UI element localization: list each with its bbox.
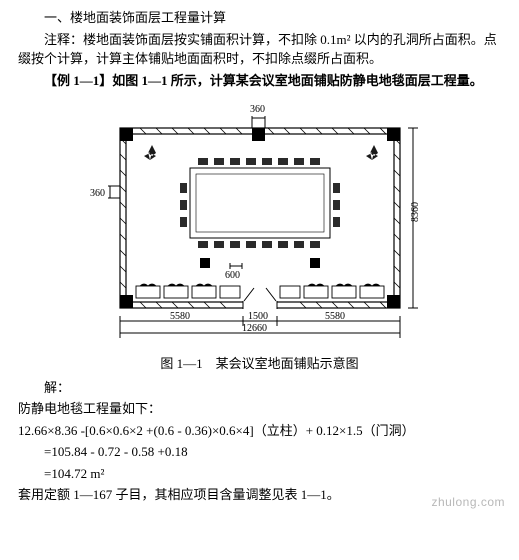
dim-600: 600 — [225, 270, 240, 281]
dim-8360: 8360 — [410, 202, 421, 222]
dim-360-top: 360 — [250, 104, 265, 115]
heading-section: 一、楼地面装饰面层工程量计算 — [18, 8, 501, 28]
calc-line-2: 12.66×8.36 -[0.6×0.6×2 +(0.6 - 0.36)×0.6… — [18, 421, 501, 441]
watermark-text: zhulong.com — [431, 495, 505, 509]
dim-12660: 12660 — [242, 323, 267, 334]
figure-caption: 图 1—1 某会议室地面铺贴示意图 — [80, 354, 440, 374]
calc-line-5: 套用定额 1—167 子目，其相应项目含量调整见表 1—1。 — [18, 485, 501, 505]
floor-plan-svg: 600 360 360 — [80, 98, 440, 348]
calc-line-3: =105.84 - 0.72 - 0.58 +0.18 — [18, 442, 501, 462]
calc-line-1: 防静电地毯工程量如下： — [18, 399, 501, 419]
dim-360-left: 360 — [90, 188, 105, 199]
dim-5580a: 5580 — [170, 311, 190, 322]
dim-1500: 1500 — [248, 311, 268, 322]
example-title: 【例 1—1】如图 1—1 所示，计算某会议室地面铺贴防静电地毯面层工程量。 — [18, 71, 501, 91]
note-text: 注释：楼地面装饰面层按实铺面积计算，不扣除 0.1m² 以内的孔洞所占面积。点缀… — [18, 30, 501, 69]
plant-icon — [144, 145, 378, 160]
dim-5580b: 5580 — [325, 311, 345, 322]
calc-line-4: =104.72 m² — [18, 464, 501, 484]
solve-label: 解： — [18, 378, 501, 398]
figure-container: 600 360 360 — [80, 98, 440, 374]
